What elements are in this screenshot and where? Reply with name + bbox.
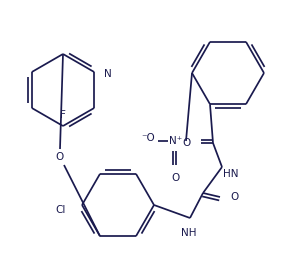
Text: O: O: [183, 138, 191, 148]
Text: Cl: Cl: [56, 205, 66, 215]
Text: NH: NH: [181, 228, 197, 238]
Text: O: O: [56, 152, 64, 162]
Text: O: O: [230, 192, 238, 202]
Text: ⁻O: ⁻O: [141, 133, 155, 143]
Text: O: O: [172, 173, 180, 183]
Text: F: F: [60, 110, 66, 120]
Text: N: N: [104, 69, 112, 79]
Text: N⁺: N⁺: [169, 136, 183, 146]
Text: HN: HN: [223, 169, 238, 179]
